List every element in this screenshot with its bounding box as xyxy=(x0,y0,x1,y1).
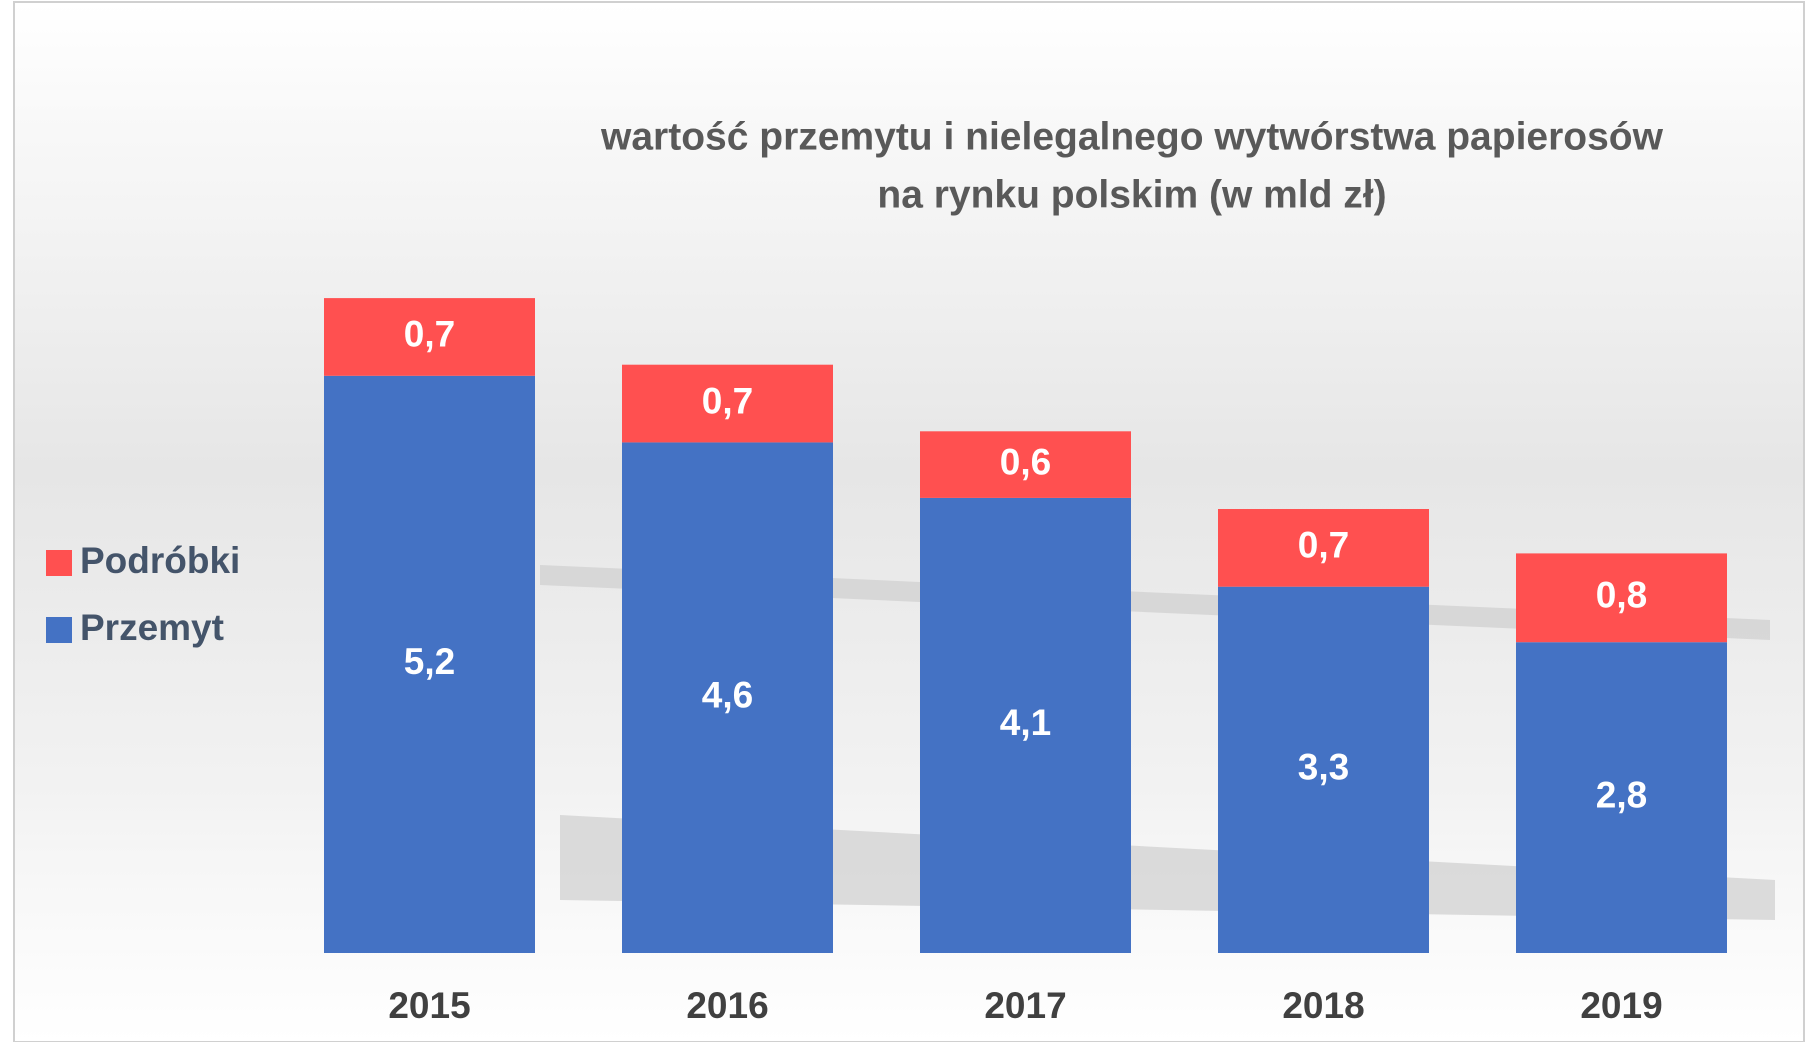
bar-segment xyxy=(920,497,1131,953)
bar-segment xyxy=(1516,553,1727,643)
data-label: 0,7 xyxy=(702,380,753,421)
x-tick-label: 2019 xyxy=(1580,985,1662,1026)
legend-label: Podróbki xyxy=(80,540,240,581)
x-tick-label: 2017 xyxy=(984,985,1066,1026)
x-tick-label: 2015 xyxy=(388,985,470,1026)
bar-segment xyxy=(622,364,833,443)
data-label: 0,7 xyxy=(404,314,455,355)
bar-segment xyxy=(622,442,833,953)
bar-segment xyxy=(920,431,1131,498)
decorative-shadow xyxy=(540,565,1775,920)
chart-title: na rynku polskim (w mld zł) xyxy=(877,173,1386,216)
legend-swatch xyxy=(46,617,72,643)
data-label: 0,6 xyxy=(1000,441,1051,482)
data-label: 0,8 xyxy=(1596,575,1647,616)
x-tick-label: 2016 xyxy=(686,985,768,1026)
legend-label: Przemyt xyxy=(80,607,224,648)
legend-swatch xyxy=(46,550,72,576)
bar-segment xyxy=(324,298,535,376)
data-label: 4,6 xyxy=(702,674,753,715)
chart-title: wartość przemytu i nielegalnego wytwórst… xyxy=(600,115,1664,158)
data-label: 2,8 xyxy=(1596,774,1647,815)
bar-segment xyxy=(1516,642,1727,953)
data-label: 0,7 xyxy=(1298,525,1349,566)
data-label: 4,1 xyxy=(1000,702,1051,743)
x-tick-label: 2018 xyxy=(1282,985,1364,1026)
bar-segment xyxy=(324,375,535,953)
bar-segment xyxy=(1218,509,1429,587)
data-label: 3,3 xyxy=(1298,747,1349,788)
bar-segment xyxy=(1218,586,1429,953)
data-label: 5,2 xyxy=(404,641,455,682)
